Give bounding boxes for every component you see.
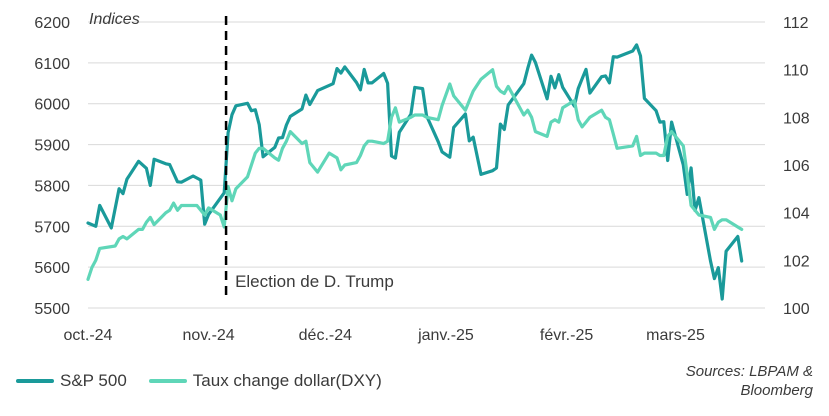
- x-tick-label: févr.-25: [540, 327, 593, 344]
- x-tick-label: oct.-24: [64, 327, 113, 344]
- legend-label-dxy: Taux change dollar(DXY): [192, 371, 382, 390]
- legend-item-sp500: S&P 500: [16, 371, 127, 391]
- right-tick-label: 100: [783, 301, 810, 318]
- right-tick-label: 108: [783, 110, 810, 127]
- x-tick-label: mars-25: [646, 327, 705, 344]
- source-line-1: Sources: LBPAM &: [685, 363, 813, 380]
- legend-label-sp500: S&P 500: [60, 371, 127, 390]
- x-tick-label: déc.-24: [299, 327, 352, 344]
- series-lines: [86, 43, 744, 301]
- x-tick-label: nov.-24: [183, 327, 235, 344]
- units-label: Indices: [89, 11, 140, 28]
- left-tick-label: 5500: [34, 301, 70, 318]
- left-tick-label: 6200: [34, 15, 70, 32]
- right-tick-label: 106: [783, 158, 810, 175]
- left-axis-ticks: 5500 5600 5700 5800 5900 6000 6100 6200: [34, 15, 70, 318]
- gridlines: [88, 21, 765, 309]
- left-tick-label: 5900: [34, 138, 70, 155]
- right-tick-label: 104: [783, 206, 810, 223]
- x-axis-ticks: oct.-24 nov.-24 déc.-24 janv.-25 févr.-25 mar…: [64, 327, 705, 344]
- series-line-dxy: [86, 68, 744, 281]
- left-tick-label: 6100: [34, 56, 70, 73]
- x-tick-label: janv.-25: [417, 327, 474, 344]
- right-tick-label: 110: [783, 63, 809, 80]
- legend: S&P 500 Taux change dollar(DXY): [16, 371, 404, 391]
- legend-item-dxy: Taux change dollar(DXY): [148, 371, 382, 391]
- left-tick-label: 5600: [34, 260, 70, 277]
- left-tick-label: 6000: [34, 97, 70, 114]
- left-tick-label: 5700: [34, 219, 70, 236]
- legend-swatch-sp500: [16, 379, 54, 383]
- source-note: Sources: LBPAM & Bloomberg: [613, 362, 813, 400]
- right-tick-label: 102: [783, 253, 810, 270]
- right-axis-ticks: 100 102 104 106 108 110 112: [783, 15, 810, 318]
- legend-swatch-dxy: [148, 379, 187, 383]
- series-line-sp500: [86, 43, 744, 301]
- source-line-2: Bloomberg: [740, 382, 813, 399]
- left-tick-label: 5800: [34, 178, 70, 195]
- right-tick-label: 112: [783, 15, 809, 32]
- election-annotation: Election de D. Trump: [235, 272, 394, 291]
